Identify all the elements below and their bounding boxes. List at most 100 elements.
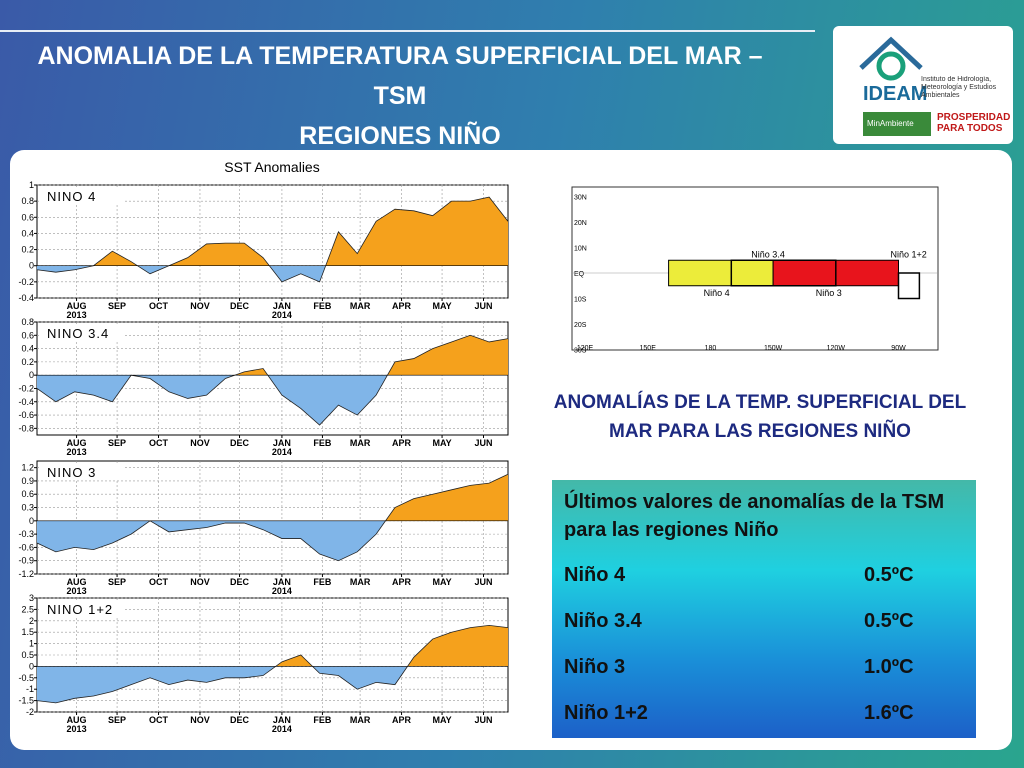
x-tick-label-line: DEC [230, 715, 250, 725]
y-tick-label: -0.4 [18, 293, 34, 303]
y-tick-label: -0.3 [18, 529, 34, 539]
x-tick-label: SEP [108, 438, 126, 448]
x-tick-label-line: 2013 [67, 724, 87, 734]
area-below [37, 520, 508, 561]
label-bg [41, 601, 125, 617]
x-tick-label-line: FEB [313, 577, 332, 587]
subtitle: REGIONES NIÑO [299, 122, 501, 150]
logo-institute-box: Instituto de Hidrología, Meteorología y … [921, 76, 996, 99]
x-tick-label-line: OCT [149, 438, 169, 448]
y-tick-label: -2 [26, 707, 34, 717]
x-tick-label-line: JAN [273, 715, 291, 725]
x-tick-label: MAY [432, 715, 451, 725]
y-tick-label: 0.6 [21, 212, 34, 222]
logo-slogan-box: PROSPERIDAD PARA TODOS [937, 112, 1010, 134]
table-cell: Niño 3.4 [564, 609, 642, 632]
x-tick-label: FEB [313, 438, 332, 448]
y-tick-label: 0 [29, 261, 34, 271]
x-tick-label-line: JUN [475, 715, 493, 725]
x-tick-label: FEB [313, 301, 332, 311]
lon-label: 90W [891, 345, 906, 352]
lat-label: EQ [574, 271, 585, 278]
label-bg [41, 325, 125, 341]
logo-ministry-bg [863, 112, 931, 136]
y-tick-label: -0.2 [18, 277, 34, 287]
x-tick-label: NOV [190, 301, 210, 311]
x-tick-label-line: JUN [475, 438, 493, 448]
lon-label: 150E [640, 345, 657, 352]
caption: ANOMALÍAS DE LA TEMP. SUPERFICIAL DEL MA… [553, 392, 967, 442]
x-tick-label-line: 2014 [272, 447, 292, 457]
x-tick-label-line: MAY [432, 715, 451, 725]
logo: IDEAM Instituto de Hidrología, Meteorolo… [833, 26, 1013, 144]
x-tick-label-line: NOV [190, 577, 210, 587]
table-cell: Niño 3 [564, 655, 626, 678]
y-tick-label: 0.9 [21, 476, 34, 486]
y-tick-label: 0.8 [21, 196, 34, 206]
x-tick-label: SEP [108, 577, 126, 587]
region-label: Niño 3 [816, 288, 842, 298]
x-tick-label: AUG 2013 [67, 301, 87, 320]
x-tick-label: SEP [108, 715, 126, 725]
y-tick-label: -0.6 [18, 410, 34, 420]
line [36, 473, 509, 562]
x-tick-label: JAN 2014 [272, 577, 292, 596]
region-label: Niño 3.4 [751, 249, 785, 259]
x-tick-label-line: AUG [67, 577, 87, 587]
x-tick-label-line: APR [392, 438, 412, 448]
x-tick-label-line: MAR [350, 438, 371, 448]
x-tick-label-line: APR [392, 715, 412, 725]
logo-ministry: MinAmbiente [867, 119, 914, 128]
table-row: Niño 3.4 0.5ºC [552, 598, 976, 644]
lat-label: 20N [574, 220, 587, 227]
x-tick-label-line: OCT [149, 715, 169, 725]
x-tick-label-line: APR [392, 577, 412, 587]
y-tick-label: 1 [29, 639, 34, 649]
header: ANOMALIA DE LA TEMPERATURA SUPERFICIAL D… [30, 36, 770, 156]
x-tick-label-line: NOV [190, 301, 210, 311]
x-tick-label: JUN [475, 301, 493, 311]
x-tick-label: DEC [230, 438, 250, 448]
y-tick-label: -0.4 [18, 397, 34, 407]
x-tick-label-line: AUG [67, 715, 87, 725]
x-tick-label-line: SEP [108, 577, 126, 587]
table-cell: 0.5ºC [864, 563, 914, 586]
region-label: Niño 4 [704, 288, 730, 298]
table-row: Niño 1+2 1.6ºC [552, 690, 976, 736]
x-tick-label-line: MAR [350, 577, 371, 587]
x-tick-label-line: DEC [230, 438, 250, 448]
y-tick-label: 0 [29, 661, 34, 671]
table-cell: Niño 4 [564, 563, 626, 586]
logo-roof [859, 36, 923, 70]
y-tick-label: -0.9 [18, 556, 34, 566]
x-tick-label-line: MAY [432, 301, 451, 311]
y-tick-label: -0.2 [18, 383, 34, 393]
x-tick-label-line: 2013 [67, 586, 87, 596]
y-tick-label: 1 [29, 180, 34, 190]
x-tick-label: MAR [350, 715, 371, 725]
x-tick-label: APR [392, 438, 412, 448]
y-tick-label: 0.3 [21, 503, 34, 513]
area-below [37, 666, 408, 703]
line [36, 196, 509, 283]
x-tick-label-line: 2014 [272, 586, 292, 596]
y-tick-label: 2.5 [21, 604, 34, 614]
x-tick-label: MAR [350, 438, 371, 448]
lon-label: 180 [705, 345, 717, 352]
lon-label: 120W [827, 345, 846, 352]
y-tick-label: -1.2 [18, 569, 34, 579]
x-tick-label-line: JAN [273, 301, 291, 311]
lat-label: 10N [574, 246, 587, 253]
x-tick-label: NOV [190, 715, 210, 725]
y-tick-label: 0.2 [21, 357, 34, 367]
region-label: Niño 1+2 [891, 249, 927, 259]
y-tick-label: 0.8 [21, 317, 34, 327]
table-cell: 0.5ºC [864, 609, 914, 632]
x-tick-label-line: FEB [313, 301, 332, 311]
lon-label: 150W [764, 345, 783, 352]
x-tick-label: DEC [230, 301, 250, 311]
y-tick-label: -1.5 [18, 696, 34, 706]
region-nino34 [730, 259, 837, 287]
